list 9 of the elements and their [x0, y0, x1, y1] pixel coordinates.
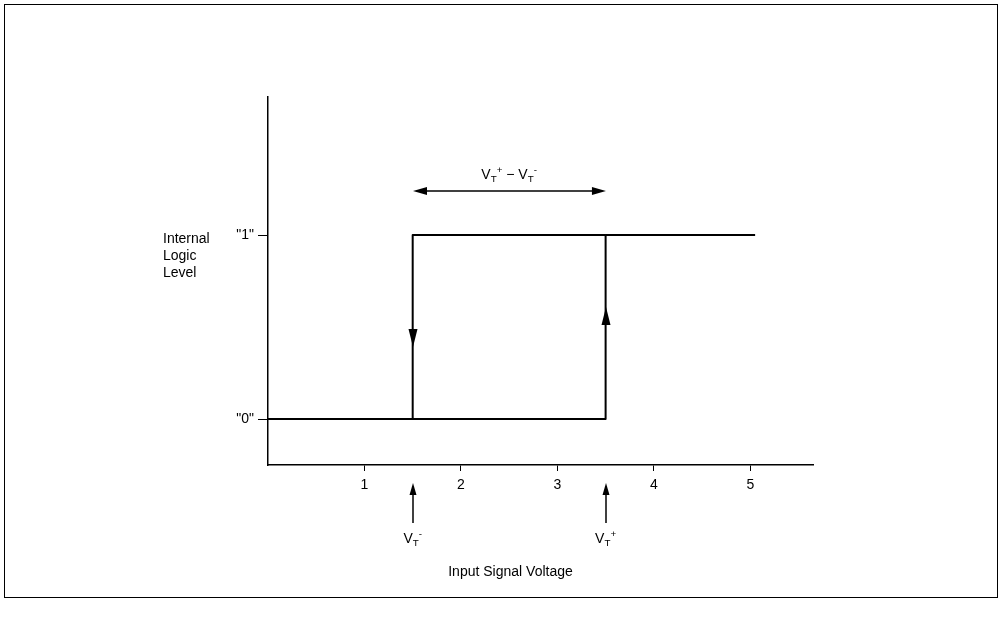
- x-tick-label: 4: [649, 476, 658, 493]
- y-tick-label: "1": [236, 225, 255, 242]
- x-tick-label: 5: [746, 476, 755, 493]
- x-tick-label: 1: [360, 476, 369, 493]
- x-tick-label: 2: [457, 476, 466, 493]
- x-tick-label: 3: [553, 476, 562, 493]
- y-tick-label: "0": [236, 409, 255, 426]
- text: Input Signal Voltage: [448, 562, 573, 579]
- y-axis-title: Internal Logic Level: [163, 229, 210, 280]
